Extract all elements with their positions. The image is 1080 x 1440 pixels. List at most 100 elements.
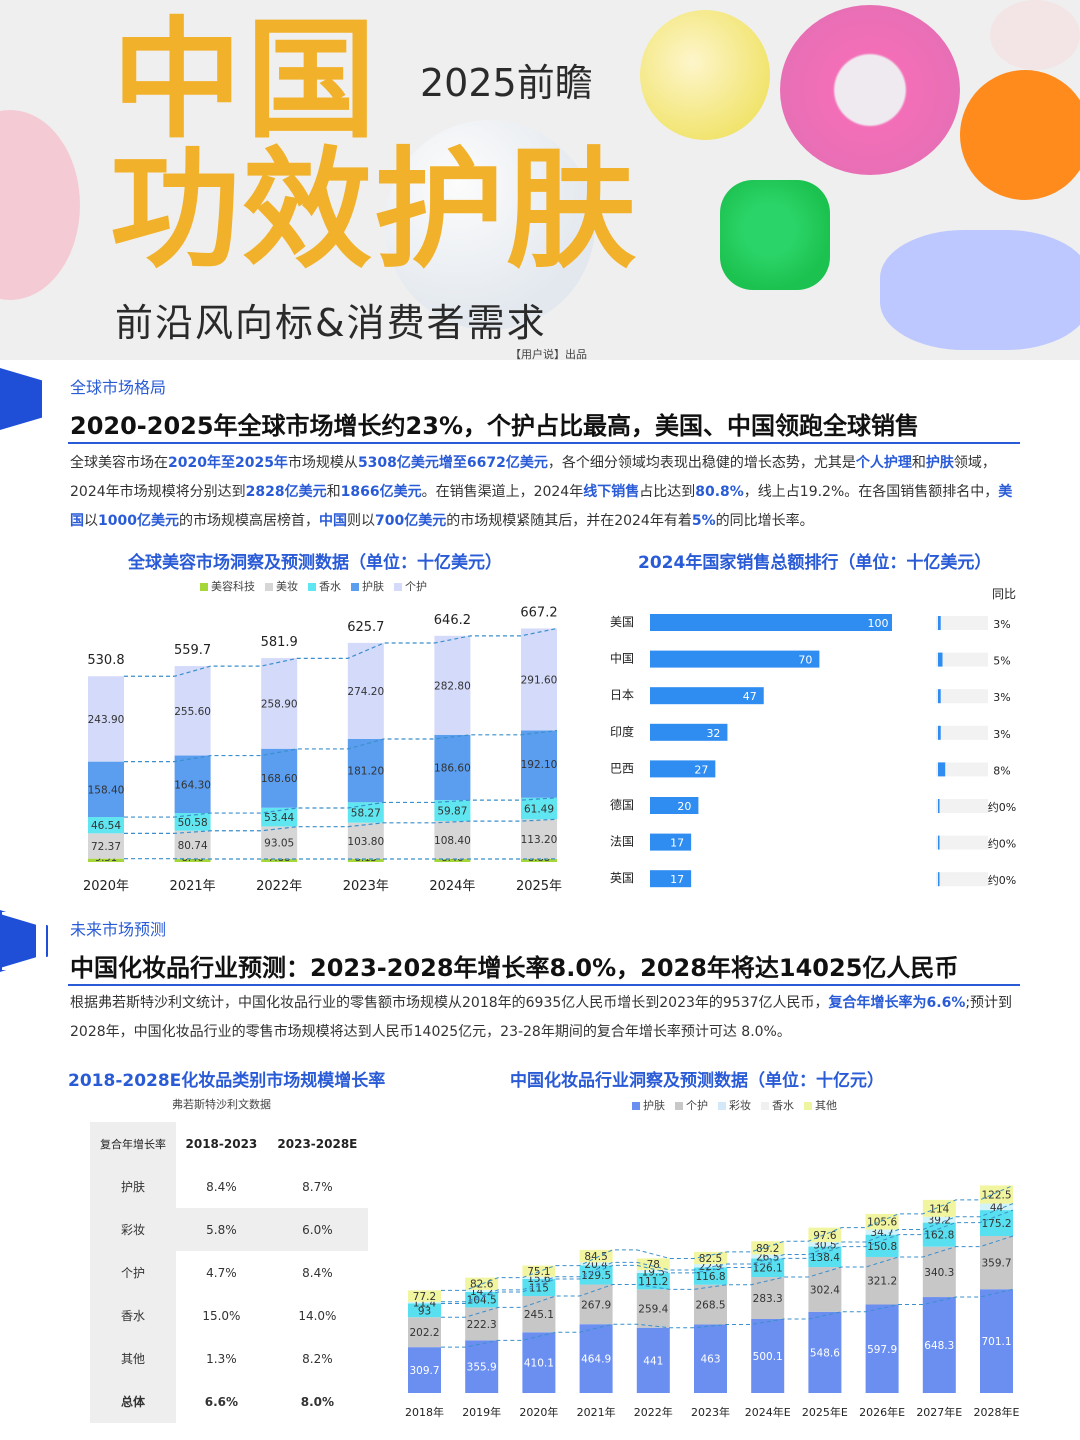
bar-segment [408,1301,441,1304]
body-text: 根据弗若斯特沙利文统计，中国化妆品行业的零售额市场规模从2018年的6935亿人… [70,995,829,1011]
data-label: 597.9 [867,1344,897,1356]
bar-segment [521,628,557,731]
legend-swatch [675,1102,683,1110]
bar-segment [465,1291,499,1308]
data-label: 104.5 [467,1295,497,1307]
bar-segment [808,1267,842,1312]
country-value: 20 [677,800,691,813]
global-market-chart: 9.5172.3746.54158.40243.90530.82020年8.46… [83,605,562,894]
china-chart-title: 中国化妆品行业洞察及预测数据（单位：十亿元） [510,1071,884,1091]
data-label: 181.20 [347,766,384,778]
section2-marker-fill [0,914,36,968]
highlight-text: 2828亿美元 [245,484,327,500]
bar-segment [261,807,298,827]
legend-label: 其他 [815,1099,837,1112]
bar-segment [261,859,298,862]
table-cell: 14.0% [298,1308,337,1323]
legend-label: 个护 [405,580,427,593]
yoy-track [936,872,988,887]
country-bar [650,650,820,668]
hero-subtitle: 前沿风向标&消费者需求 [115,301,547,345]
legend-label: 个护 [686,1099,708,1112]
data-label: 164.30 [174,779,211,791]
legend-swatch [265,583,273,591]
bar-segment [694,1264,727,1268]
bar-segment [521,819,557,859]
data-label: 258.90 [261,698,298,710]
legend-swatch [200,583,208,591]
pink-flower-decoration [780,5,960,175]
bar-segment [980,1203,1013,1211]
growth-table-source: 弗若斯特沙利文数据 [172,1098,271,1111]
trend-line [441,1235,1014,1318]
legend-swatch [804,1102,812,1110]
data-label: 464.9 [581,1354,611,1366]
x-tick-label: 2027年E [916,1405,962,1419]
body-text: 以 [84,513,98,529]
data-label: 75.1 [527,1266,550,1278]
bar-segment [865,1234,899,1257]
bar-segment [636,1258,670,1270]
bar-segment [174,755,211,814]
table-cell: 6.0% [266,1208,368,1251]
x-tick-label: 2023年 [343,879,389,894]
highlight-text: 2020年至2025年 [168,455,288,471]
legend-item: 彩妆 [718,1097,751,1113]
bar-segment [521,858,557,862]
data-label: 103.80 [347,836,384,848]
data-label: 126.1 [753,1263,783,1275]
total-label: 581.9 [261,635,298,650]
bar-segment [465,1340,499,1393]
legend-label: 护肤 [643,1099,665,1112]
bar-segment [347,802,384,823]
trend-line [441,1184,1014,1291]
pink-sphere-decoration [0,110,80,300]
body-text: ，线上占19.2%。在各国销售额排名中， [743,484,999,500]
data-label: 150.8 [867,1241,897,1253]
data-label: 111.2 [638,1276,668,1288]
section2-heading: 中国化妆品行业预测：2023-2028年增长率8.0%，2028年将达14025… [70,954,959,982]
trend-line [441,1203,1014,1303]
table-row: 其他 1.3% 8.2% [90,1337,368,1380]
trend-line [124,797,558,818]
x-tick-label: 2021年 [170,879,216,894]
legend-label: 香水 [772,1099,794,1112]
data-label: 39.2 [928,1215,951,1227]
x-tick-label: 2019年 [462,1405,501,1419]
data-label: 58.27 [351,807,381,819]
yoy-track [936,799,988,813]
table-row: 彩妆 5.8% 6.0% [90,1208,368,1251]
table-row: 个护 4.7% 8.4% [90,1251,368,1294]
bar-segment [261,748,298,808]
body-text: 的市场规模高居榜首， [178,513,319,529]
bar-segment [865,1256,899,1305]
orange-flower-decoration [960,70,1080,200]
yoy-fill [938,652,943,667]
bar-segment [174,666,211,756]
bar-segment [521,797,557,820]
data-label: 78 [647,1259,660,1271]
yoy-header: 同比 [992,587,1016,601]
table-header-cell: 复合年增长率 [90,1122,176,1165]
data-label: 122.5 [981,1189,1011,1201]
data-label: 115 [529,1283,549,1295]
growth-rate-table: 复合年增长率 2018-2023 2023-2028E 护肤 8.4% 8.7% 彩妆 5.8… [90,1122,368,1423]
data-label: 282.80 [434,680,471,692]
legend-item: 其他 [804,1097,837,1113]
legend-swatch [718,1102,726,1110]
hero-year-label: 2025前瞻 [420,61,593,105]
legend-swatch [632,1102,640,1110]
bar-segment [636,1327,670,1393]
data-label: 268.5 [695,1300,725,1312]
bar-segment [922,1199,956,1217]
body-text: 和 [326,484,341,500]
data-label: 500.1 [753,1351,783,1363]
bar-segment [980,1185,1013,1204]
yoy-track [936,689,988,704]
yoy-track [936,835,988,850]
legend-swatch [351,583,359,591]
country-bar [650,614,892,631]
data-label: 89.2 [756,1243,779,1255]
yoy-fill [938,799,940,813]
